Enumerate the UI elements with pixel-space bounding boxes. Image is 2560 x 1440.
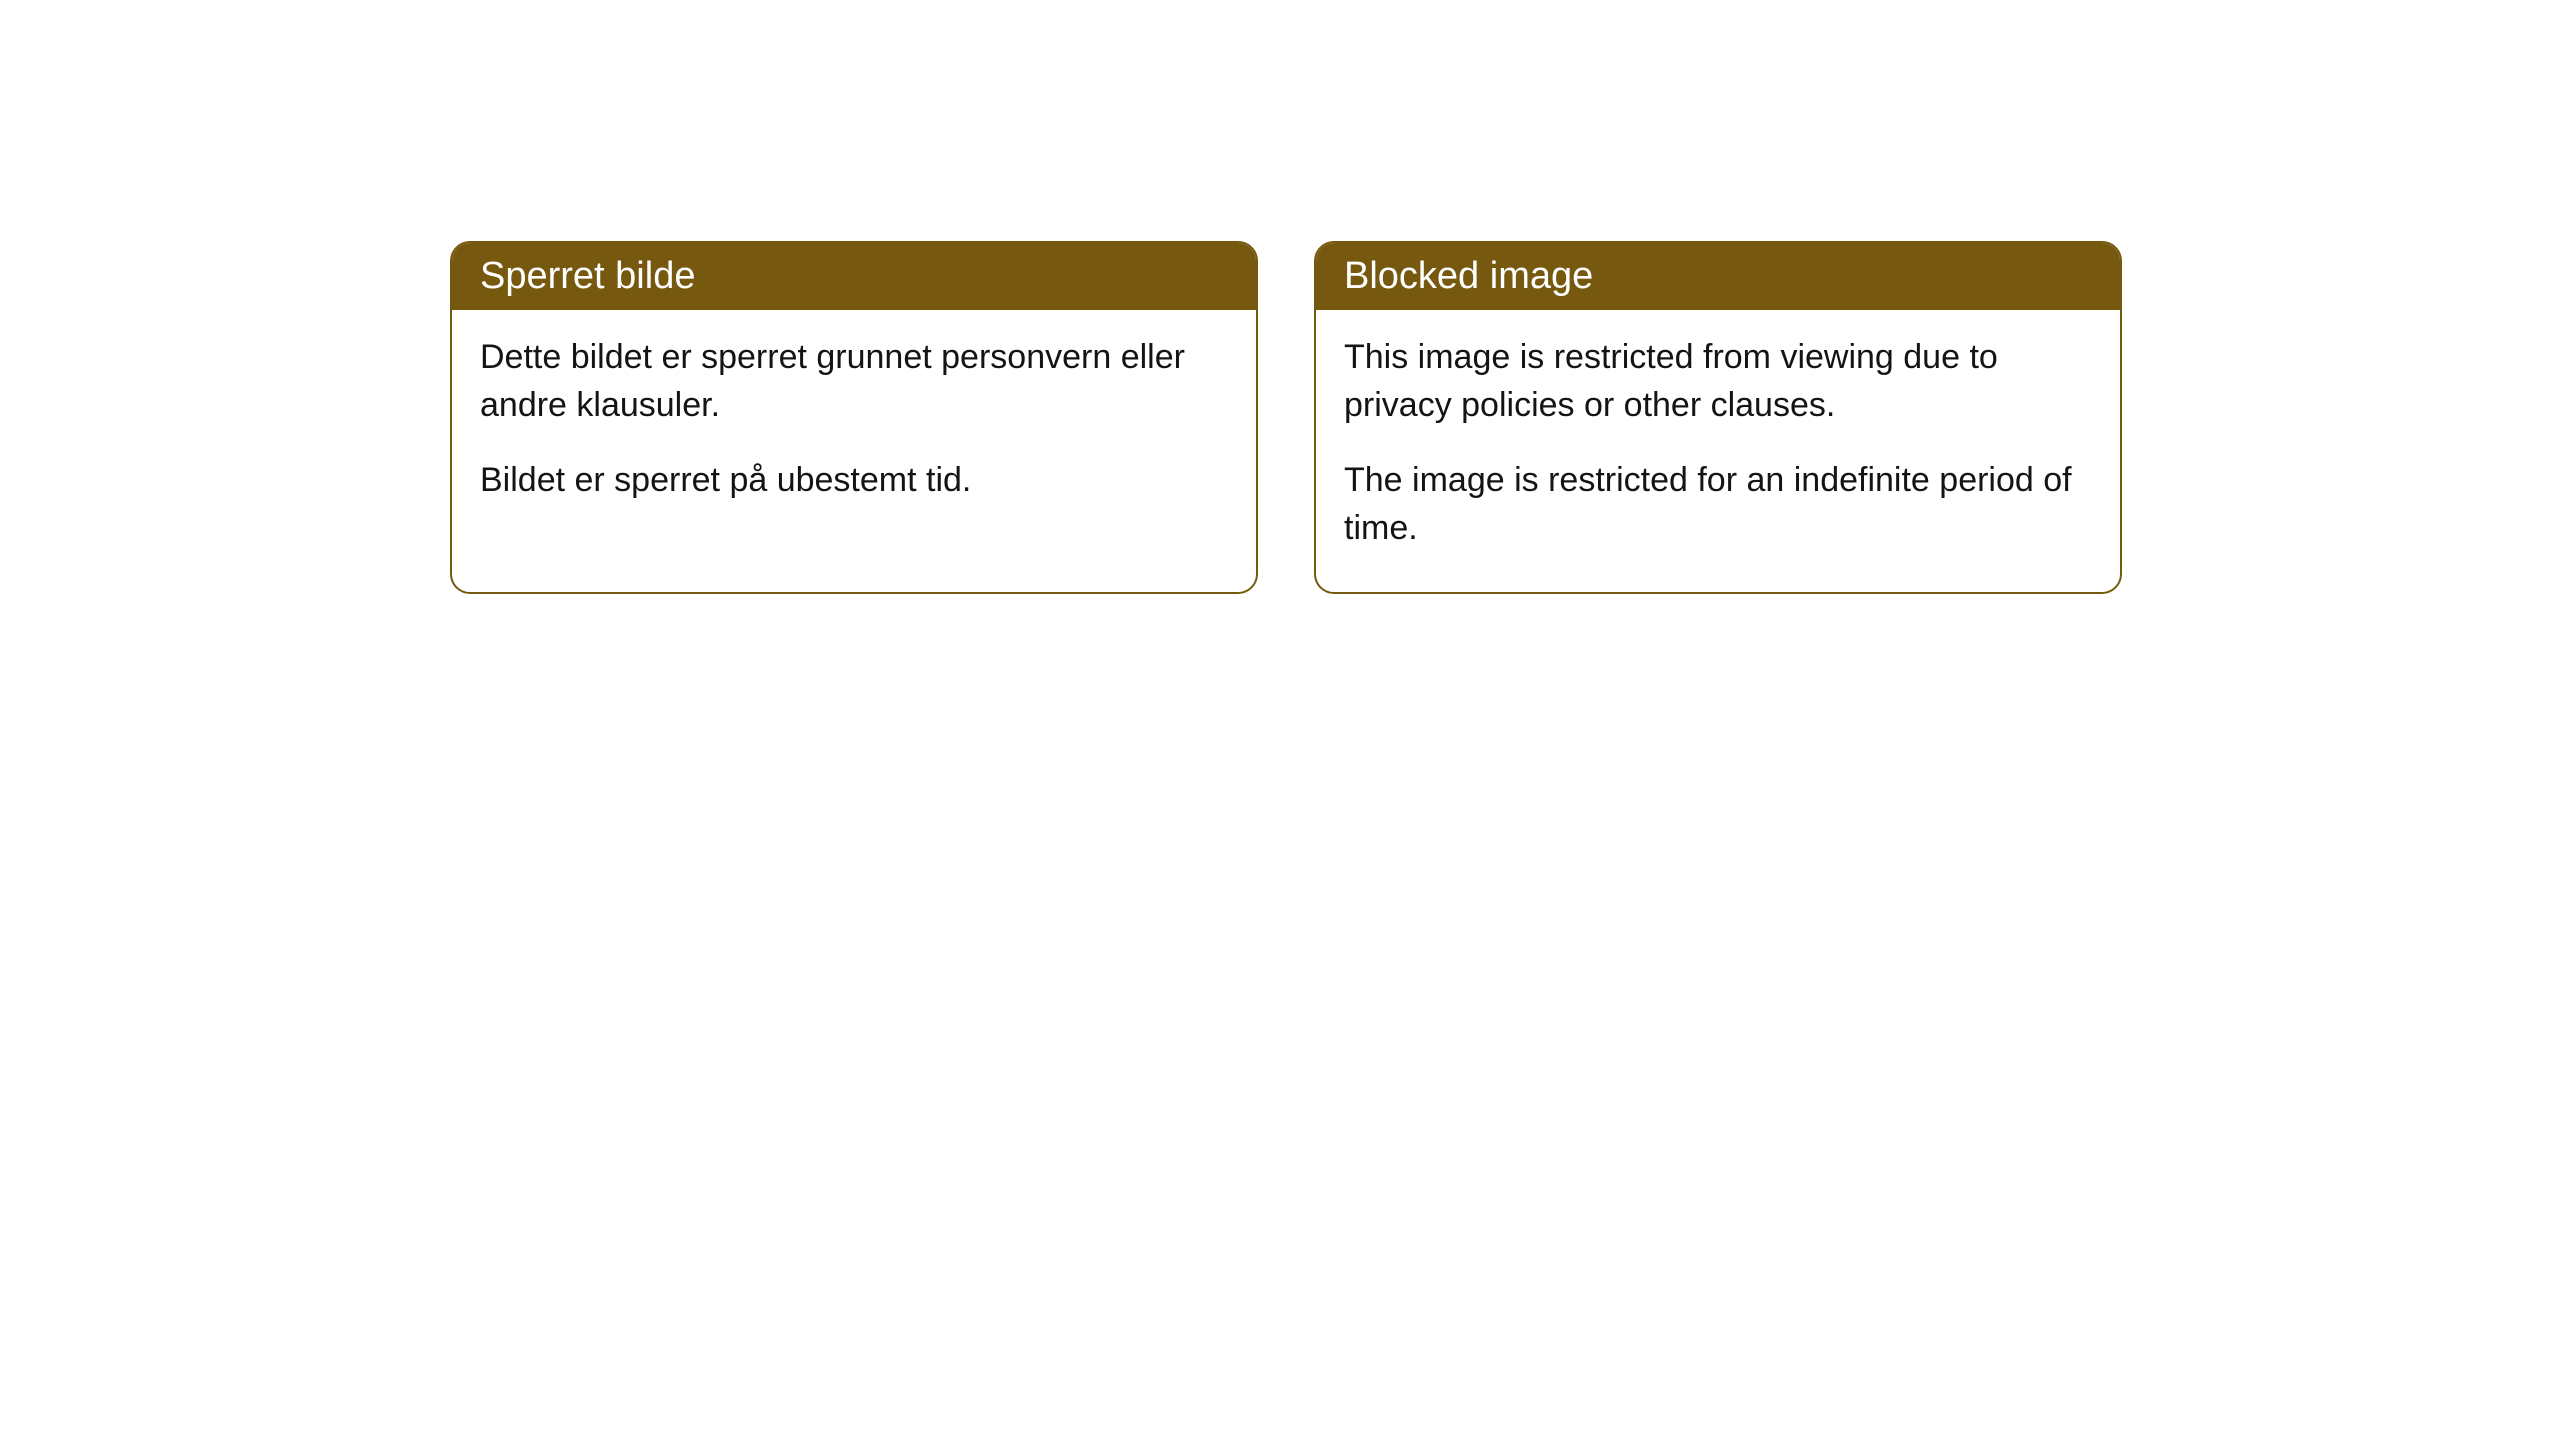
card-title-norwegian: Sperret bilde xyxy=(480,255,695,297)
card-paragraph-2-norwegian: Bildet er sperret på ubestemt tid. xyxy=(480,457,1228,505)
card-paragraph-1-english: This image is restricted from viewing du… xyxy=(1344,334,2092,429)
card-paragraph-2-english: The image is restricted for an indefinit… xyxy=(1344,457,2092,552)
card-english: Blocked image This image is restricted f… xyxy=(1314,241,2122,594)
card-header-english: Blocked image xyxy=(1316,243,2120,310)
cards-container: Sperret bilde Dette bildet er sperret gr… xyxy=(450,241,2122,594)
card-paragraph-1-norwegian: Dette bildet er sperret grunnet personve… xyxy=(480,334,1228,429)
card-body-norwegian: Dette bildet er sperret grunnet personve… xyxy=(452,310,1256,545)
card-norwegian: Sperret bilde Dette bildet er sperret gr… xyxy=(450,241,1258,594)
card-title-english: Blocked image xyxy=(1344,255,1593,297)
card-body-english: This image is restricted from viewing du… xyxy=(1316,310,2120,592)
card-header-norwegian: Sperret bilde xyxy=(452,243,1256,310)
